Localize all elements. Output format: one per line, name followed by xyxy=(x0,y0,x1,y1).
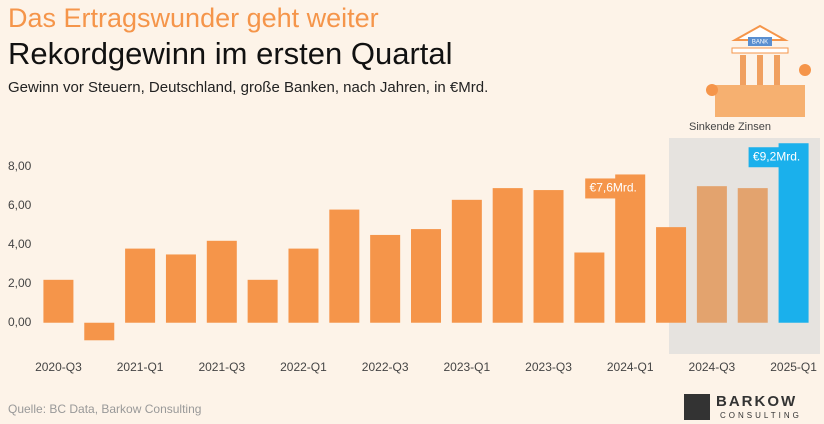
bar xyxy=(370,234,401,323)
logo: BARKOW CONSULTING xyxy=(684,393,802,420)
bar xyxy=(574,252,605,323)
x-tick-label: 2023-Q1 xyxy=(443,360,490,374)
chart-subtitle: Gewinn vor Steuern, Deutschland, große B… xyxy=(8,79,488,96)
bar xyxy=(288,248,319,323)
bar xyxy=(492,188,523,323)
bar xyxy=(247,279,278,323)
bar xyxy=(656,227,687,323)
bar xyxy=(329,209,360,323)
value-label-box xyxy=(748,147,804,168)
y-tick-label: 8,00 xyxy=(8,159,32,173)
chart-title: Rekordgewinn im ersten Quartal xyxy=(8,36,453,71)
bar xyxy=(696,186,727,323)
bar xyxy=(411,229,441,323)
y-tick-label: 6,00 xyxy=(8,198,32,212)
bar xyxy=(533,190,564,323)
value-label-box xyxy=(585,178,641,199)
bar xyxy=(615,174,646,323)
x-tick-label: 2021-Q3 xyxy=(198,360,245,374)
y-tick-label: 4,00 xyxy=(8,237,32,251)
y-tick-label: 2,00 xyxy=(8,276,32,290)
bar xyxy=(125,248,156,323)
value-label: €7,6Mrd. xyxy=(590,181,637,195)
x-tick-label: 2025-Q1 xyxy=(770,360,817,374)
bar xyxy=(737,188,768,323)
x-tick-label: 2022-Q1 xyxy=(280,360,327,374)
x-tick-label: 2024-Q3 xyxy=(689,360,736,374)
bar xyxy=(451,199,482,323)
logo-subtext: CONSULTING xyxy=(720,411,802,420)
x-tick-label: 2020-Q3 xyxy=(35,360,82,374)
kicker: Das Ertragswunder geht weiter xyxy=(8,3,379,33)
x-tick-label: 2021-Q1 xyxy=(117,360,164,374)
bar xyxy=(778,143,809,323)
shade-label: Sinkende Zinsen xyxy=(689,121,771,133)
bank-illustration: BANK xyxy=(706,24,811,117)
y-tick-label: 0,00 xyxy=(8,315,32,329)
x-tick-label: 2023-Q3 xyxy=(525,360,572,374)
bar xyxy=(165,254,196,323)
x-tick-label: 2024-Q1 xyxy=(607,360,654,374)
bar xyxy=(84,322,115,341)
bar xyxy=(43,279,74,323)
value-label: €9,2Mrd. xyxy=(753,149,800,163)
bank-label: BANK xyxy=(752,40,768,46)
bar xyxy=(206,240,237,323)
source: Quelle: BC Data, Barkow Consulting xyxy=(8,402,201,416)
logo-text: BARKOW xyxy=(716,393,797,410)
x-tick-label: 2022-Q3 xyxy=(362,360,409,374)
